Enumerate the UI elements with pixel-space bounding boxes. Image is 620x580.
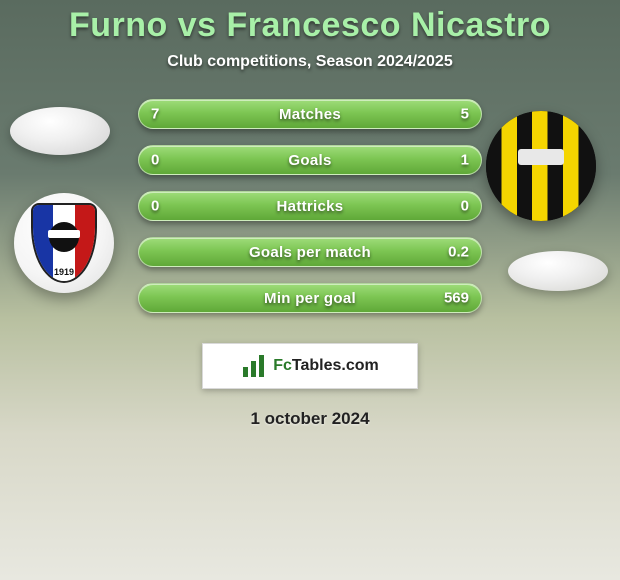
content: Furno vs Francesco Nicastro Club competi…	[0, 0, 620, 429]
stat-bar: Goals per match 0.2	[138, 237, 482, 267]
bar-chart-icon	[241, 355, 267, 377]
stat-label: Goals per match	[249, 244, 371, 261]
stat-bar: 7 Matches 5	[138, 99, 482, 129]
stat-label: Hattricks	[277, 198, 344, 215]
fctables-logo: FcTables.com	[202, 343, 418, 389]
stat-right-value: 1	[461, 152, 469, 169]
stat-right-value: 0	[461, 198, 469, 215]
stat-left-value: 0	[151, 152, 159, 169]
stat-bar: 0 Goals 1	[138, 145, 482, 175]
jersey-icon	[486, 111, 596, 221]
page-subtitle: Club competitions, Season 2024/2025	[0, 53, 620, 71]
team-right-ellipse	[508, 251, 608, 291]
comparison-row: 1919 7 Matches 5 0 Goals 1 0 Hattricks 0 Goals pe…	[0, 99, 620, 339]
stat-label: Matches	[279, 106, 341, 123]
page-title: Furno vs Francesco Nicastro	[0, 6, 620, 45]
stat-label: Min per goal	[264, 290, 356, 307]
team-left-year: 1919	[33, 267, 95, 277]
stat-bar: Min per goal 569	[138, 283, 482, 313]
stat-bars: 7 Matches 5 0 Goals 1 0 Hattricks 0 Goals per mat…	[138, 99, 482, 329]
stat-right-value: 569	[444, 290, 469, 307]
stat-right-value: 5	[461, 106, 469, 123]
stat-left-value: 7	[151, 106, 159, 123]
stat-bar: 0 Hattricks 0	[138, 191, 482, 221]
stat-right-value: 0.2	[448, 244, 469, 261]
logo-text: FcTables.com	[273, 357, 379, 375]
team-left-shield: 1919	[31, 203, 97, 283]
team-left-badge: 1919	[14, 193, 114, 293]
stat-label: Goals	[288, 152, 331, 169]
date-label: 1 october 2024	[0, 409, 620, 429]
stat-left-value: 0	[151, 198, 159, 215]
player-left-ellipse	[10, 107, 110, 155]
player-right-avatar	[486, 111, 596, 221]
